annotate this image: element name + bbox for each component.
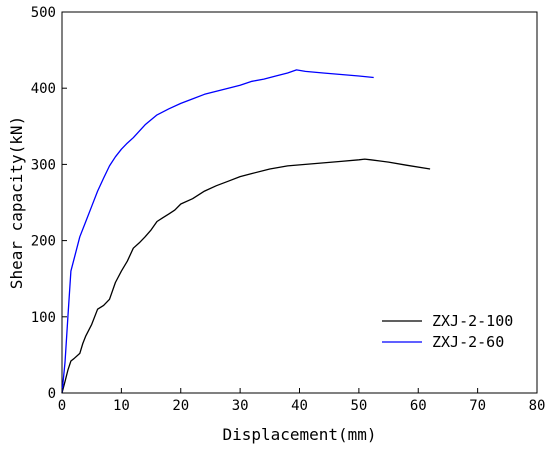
y-tick-label: 200 (31, 234, 56, 250)
x-tick-label: 70 (469, 398, 486, 414)
series-layer (61, 69, 431, 394)
x-tick-label: 50 (350, 398, 367, 414)
series-line-zxj-2-60 (61, 69, 374, 394)
x-tick-label: 20 (172, 398, 189, 414)
legend-label-zxj-2-60: ZXJ-2-60 (432, 333, 504, 351)
x-tick-label: 10 (113, 398, 130, 414)
y-tick-label: 400 (31, 81, 56, 97)
x-tick-label: 60 (410, 398, 427, 414)
x-tick-label: 30 (232, 398, 249, 414)
y-tick-label: 100 (31, 310, 56, 326)
x-axis-title: Displacement(mm) (222, 425, 376, 444)
axes-layer: 0 10 20 30 40 50 60 70 80 0 100 200 300 400 500 (31, 5, 546, 414)
y-tick-label: 0 (48, 386, 56, 402)
series-line-zxj-2-100 (61, 158, 431, 394)
legend-label-zxj-2-100: ZXJ-2-100 (432, 312, 513, 330)
y-tick-label: 500 (31, 5, 56, 21)
y-axis-title: Shear capacity(kN) (7, 116, 26, 289)
x-tick-label: 40 (291, 398, 308, 414)
y-tick-label: 300 (31, 157, 56, 173)
x-tick-label: 80 (529, 398, 546, 414)
legend: ZXJ-2-100 ZXJ-2-60 (382, 312, 513, 351)
x-tick-label: 0 (58, 398, 66, 414)
